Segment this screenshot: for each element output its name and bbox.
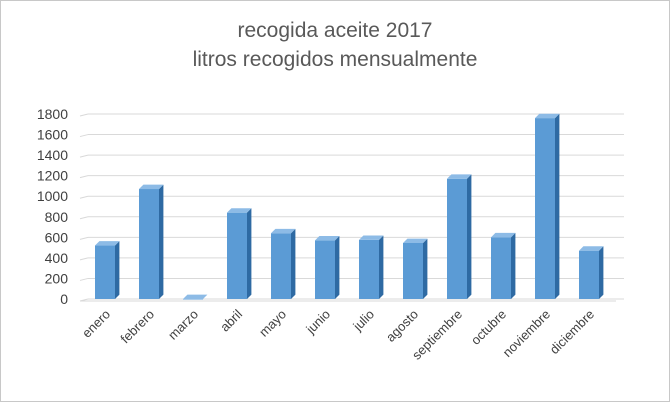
gridline-side: [79, 277, 89, 281]
bar: [183, 299, 203, 300]
bar-top: [535, 113, 560, 119]
chart-title: recogida aceite 2017: [237, 19, 433, 42]
x-tick-label: julio: [349, 307, 377, 335]
gridline-side: [79, 195, 89, 199]
gridline-side: [79, 134, 89, 138]
bar: [491, 237, 511, 299]
gridline-side: [79, 257, 89, 261]
bar-top: [315, 236, 340, 241]
bar-side: [379, 235, 384, 299]
chart-title-block: recogida aceite 2017 litros recogidos me…: [0, 16, 670, 74]
gridline-side: [79, 216, 89, 220]
bar-top: [271, 228, 296, 234]
y-tick-label: 1200: [37, 168, 68, 184]
bar-top: [359, 235, 384, 240]
x-tick-label: marzo: [165, 307, 201, 343]
y-tick-label: 0: [60, 291, 68, 307]
bar: [271, 233, 291, 299]
bar-top: [183, 294, 208, 299]
bar-top: [139, 184, 164, 190]
y-tick-label: 200: [45, 270, 69, 286]
bar-side: [335, 236, 340, 299]
bar-top: [491, 232, 516, 238]
x-tick-label: agosto: [383, 307, 421, 345]
x-tick-label: febrero: [117, 307, 157, 347]
bar: [359, 239, 379, 299]
bar-side: [291, 228, 296, 299]
bar-top: [227, 208, 252, 213]
bar: [403, 242, 423, 299]
bar-top: [95, 241, 120, 246]
bar: [579, 250, 599, 299]
bar: [535, 118, 555, 299]
bar-top: [447, 174, 472, 179]
bar-side: [115, 241, 120, 299]
x-tick-label: abril: [217, 306, 245, 334]
bar-side: [599, 246, 604, 299]
x-tick-label: junio: [302, 307, 333, 338]
y-tick-label: 1400: [37, 147, 68, 163]
y-tick-label: 800: [45, 209, 69, 225]
bar: [315, 240, 335, 299]
bar: [95, 245, 115, 299]
bar-side: [423, 238, 428, 299]
y-tick-label: 1600: [37, 127, 68, 143]
y-tick-label: 600: [45, 229, 69, 245]
x-tick-label: diciembre: [547, 307, 597, 357]
chart-subtitle: litros recogidos mensualmente: [192, 48, 478, 71]
bar: [447, 178, 467, 299]
bar-side: [159, 184, 164, 299]
bar-side: [555, 113, 560, 299]
bar-side: [511, 232, 516, 299]
x-tick-label: octubre: [468, 307, 509, 348]
gridline-side: [79, 175, 89, 179]
bar-top: [403, 238, 428, 243]
bar: [139, 189, 159, 299]
x-tick-label: noviembre: [500, 307, 554, 361]
bar-side: [467, 174, 472, 299]
gridline-side: [79, 154, 89, 158]
bar-side: [247, 208, 252, 299]
x-tick-label: mayo: [256, 307, 289, 340]
bar-top: [579, 246, 604, 251]
y-tick-label: 400: [45, 250, 69, 266]
y-tick-label: 1800: [37, 106, 68, 122]
x-tick-label: enero: [79, 307, 113, 341]
bar: [227, 212, 247, 299]
gridline-side: [79, 236, 89, 240]
y-tick-label: 1000: [37, 188, 68, 204]
gridline-side: [79, 113, 89, 117]
